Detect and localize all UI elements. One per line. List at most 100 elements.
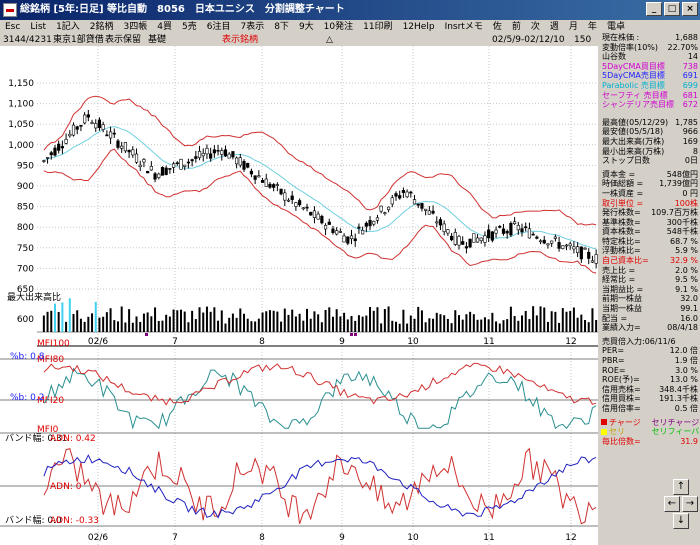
menu-item-1[interactable]: List bbox=[30, 22, 47, 32]
candle-body bbox=[149, 166, 153, 171]
candle-body bbox=[97, 119, 102, 129]
month-label: 11 bbox=[483, 337, 494, 347]
range-row: 最安値(05/5/18) 966 bbox=[599, 127, 700, 137]
month-label: 02/6 bbox=[88, 337, 108, 347]
fund-value: 0 円 bbox=[682, 188, 698, 198]
candle-body bbox=[490, 231, 494, 241]
volume-bar bbox=[398, 323, 401, 332]
menu-item-9[interactable]: 8下 bbox=[274, 22, 289, 32]
volume-bar bbox=[350, 315, 353, 332]
menu-item-18[interactable]: 週 bbox=[549, 22, 559, 32]
volume-bar bbox=[142, 313, 145, 332]
scroll-left-button[interactable]: ← bbox=[664, 496, 680, 512]
volume-bar bbox=[198, 307, 201, 332]
chart-svg[interactable]: 1,150 1,100 1,050 1,000 950 900 850 800 750 700 65… bbox=[0, 46, 598, 545]
info-panel: 現在株価 :1,688 変動倍率(10%) 22.70% 山谷数 14 5DayCMA買目… bbox=[599, 33, 700, 545]
candle-body bbox=[505, 231, 509, 234]
candle-body bbox=[561, 245, 565, 249]
volume-bar bbox=[113, 320, 116, 332]
volume-bar bbox=[94, 301, 97, 332]
candle-body bbox=[268, 183, 272, 188]
volume-bar bbox=[72, 314, 75, 332]
menu-item-5[interactable]: 4買 bbox=[157, 22, 172, 32]
adn-upper-label: ADN: 0.42 bbox=[50, 434, 96, 444]
target-label: 5DayCMA売目標 bbox=[602, 71, 665, 81]
volume-bar bbox=[446, 318, 449, 332]
scroll-down-button[interactable]: ↓ bbox=[673, 513, 689, 529]
marker-icon: △ bbox=[326, 35, 333, 45]
legend-item: セリ bbox=[601, 427, 650, 437]
valuation-value: 191.3千株 bbox=[659, 394, 698, 404]
scroll-right-button[interactable]: → bbox=[682, 496, 698, 512]
candle-body bbox=[535, 236, 539, 239]
menu-item-3[interactable]: 2銘柄 bbox=[89, 22, 114, 32]
volume-bar bbox=[213, 307, 216, 332]
volume-bar bbox=[428, 318, 431, 332]
target-row: Parabolic 売目標 699 bbox=[599, 81, 700, 91]
display-stock-link[interactable]: 表示銘柄 bbox=[222, 35, 259, 45]
candle-body bbox=[509, 222, 513, 236]
signal-marker bbox=[354, 333, 357, 336]
volume-bar bbox=[261, 312, 264, 332]
volume-bar bbox=[343, 312, 346, 332]
menu-item-11[interactable]: 10発注 bbox=[323, 22, 354, 32]
candle-body bbox=[49, 152, 53, 156]
volume-bar bbox=[139, 321, 142, 332]
minimize-button[interactable]: _ bbox=[646, 2, 662, 16]
menu-item-21[interactable]: 電卓 bbox=[606, 22, 625, 32]
menu-item-8[interactable]: 7表示 bbox=[240, 22, 265, 32]
volume-bar bbox=[443, 315, 446, 332]
candle-body bbox=[323, 225, 328, 230]
chart-area[interactable]: 1,150 1,100 1,050 1,000 950 900 850 800 750 700 65… bbox=[0, 46, 598, 545]
menu-item-4[interactable]: 3四帳 bbox=[123, 22, 148, 32]
target-row: シャンデリア売目標 672 bbox=[599, 100, 700, 110]
volume-bar bbox=[391, 320, 394, 332]
bollinger-lower-line bbox=[43, 148, 597, 274]
candle-body bbox=[212, 149, 216, 154]
volume-bar bbox=[465, 314, 468, 332]
menu-item-2[interactable]: 1記入 bbox=[56, 22, 80, 32]
fund-value: 100株 bbox=[674, 198, 698, 208]
candle-body bbox=[472, 233, 476, 243]
menu-item-16[interactable]: 前 bbox=[511, 22, 521, 32]
valuation-label: ROE= bbox=[602, 365, 626, 375]
base-label: 基礎 bbox=[148, 35, 167, 45]
fund-value: 68.7 % bbox=[670, 236, 698, 246]
month-label: 8 bbox=[259, 337, 265, 347]
menu-item-13[interactable]: 12Help bbox=[402, 22, 435, 32]
menu-item-7[interactable]: 6注目 bbox=[206, 22, 231, 32]
candle-body bbox=[531, 233, 535, 236]
candle-body bbox=[435, 221, 439, 224]
target-value: 738 bbox=[682, 61, 698, 71]
menu-item-19[interactable]: 月 bbox=[568, 22, 578, 32]
menu-item-10[interactable]: 9大 bbox=[298, 22, 314, 32]
menu-item-14[interactable]: Insrtメモ bbox=[444, 22, 483, 32]
volume-bar bbox=[209, 311, 212, 332]
menu-item-17[interactable]: 次 bbox=[530, 22, 540, 32]
scroll-up-button[interactable]: ↑ bbox=[673, 479, 689, 495]
menu-item-20[interactable]: 年 bbox=[587, 22, 597, 32]
candle-body bbox=[57, 143, 61, 151]
menu-item-0[interactable]: Esc bbox=[5, 22, 21, 32]
info-bar: 3144/4231 東京1部貸借 表示保留 基礎 表示銘柄 △ 02/5/9-0… bbox=[0, 34, 598, 46]
candle-body bbox=[398, 195, 402, 199]
fund-row: 資本金 = 548億円 bbox=[599, 170, 700, 180]
maximize-button[interactable]: □ bbox=[664, 2, 680, 16]
candle-body bbox=[464, 246, 469, 249]
target-value: 681 bbox=[682, 90, 698, 100]
candle-body bbox=[453, 232, 457, 245]
candle-body bbox=[238, 157, 242, 166]
volume-bar bbox=[180, 309, 182, 332]
volume-bar bbox=[276, 311, 279, 332]
candle-body bbox=[305, 206, 309, 209]
menu-item-6[interactable]: 5売 bbox=[182, 22, 197, 32]
close-button[interactable]: × bbox=[682, 2, 698, 16]
fund-label: 当期益比 = bbox=[602, 284, 644, 294]
volume-bar bbox=[546, 321, 549, 332]
target-label: シャンデリア売目標 bbox=[602, 100, 674, 110]
menu-item-15[interactable]: 佐 bbox=[492, 22, 502, 32]
candle-body bbox=[101, 124, 105, 130]
volume-bar bbox=[294, 316, 297, 332]
menu-item-12[interactable]: 11印刷 bbox=[363, 22, 393, 32]
target-label: 変動倍率(10%) bbox=[602, 42, 659, 52]
